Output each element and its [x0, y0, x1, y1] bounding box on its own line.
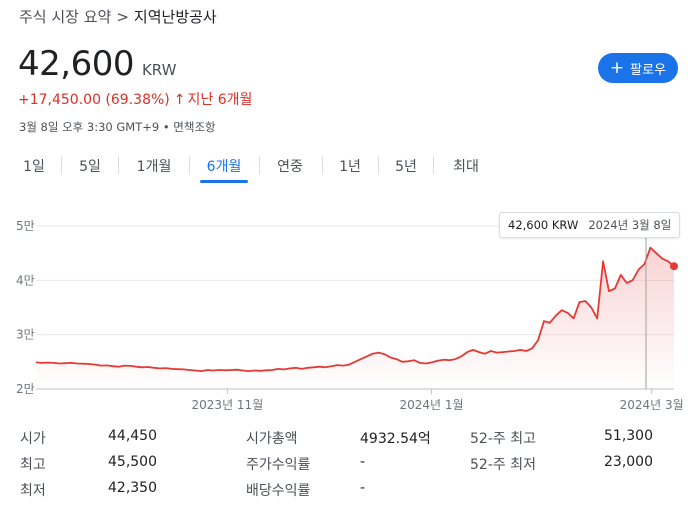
stat-label: 최저 — [20, 483, 46, 499]
currency-label: KRW — [141, 61, 177, 79]
tab-separator — [61, 156, 62, 174]
x-tick-label: 2024년 1월 — [400, 398, 464, 412]
chart-tooltip: 42,600 KRW 2024년 3월 8일 — [499, 212, 681, 238]
quote-timestamp: 3월 8일 오후 3:30 GMT+9 • 면책조항 — [19, 120, 216, 134]
stat-value: 4932.54억 — [360, 431, 431, 447]
stat-label: 시가 — [20, 431, 46, 447]
tab-2[interactable]: 1개월 — [136, 159, 172, 175]
tab-separator — [378, 156, 379, 174]
change-value: +17,450.00 (69.38%) — [18, 92, 170, 108]
stat-label: 주가수익률 — [246, 457, 311, 473]
x-tick-label: 2024년 3월 — [620, 398, 684, 412]
price-chart: 5만 4만 3만 2만 2023년 11월 2024년 1월 2024년 3월 — [16, 218, 684, 412]
change-period: 지난 6개월 — [187, 92, 253, 108]
follow-button-label: 팔로우 — [630, 62, 667, 78]
price-line — [35, 246, 675, 372]
tab-7[interactable]: 최대 — [453, 159, 479, 175]
tab-1[interactable]: 5일 — [79, 159, 101, 175]
stat-value: 42,350 — [108, 480, 157, 496]
last-point — [670, 262, 678, 271]
breadcrumb-current: 지역난방공사 — [133, 8, 217, 26]
tab-4[interactable]: 연중 — [277, 159, 303, 175]
tooltip-price: 42,600 KRW — [508, 218, 579, 232]
plus-icon: + — [609, 57, 625, 78]
price-area — [36, 247, 674, 389]
stat-value: - — [360, 454, 366, 470]
tab-separator — [322, 156, 323, 174]
tab-separator — [118, 156, 119, 174]
price-row: 42,600 KRW — [18, 44, 176, 84]
y-tick-label: 4만 — [16, 273, 35, 287]
stat-value: 51,300 — [604, 428, 653, 444]
follow-button[interactable]: + 팔로우 — [598, 53, 678, 83]
current-price: 42,600 — [18, 44, 134, 84]
tab-0[interactable]: 1일 — [23, 159, 45, 175]
arrow-up-icon: ↑ — [173, 92, 186, 108]
y-tick-label: 2만 — [16, 382, 35, 396]
breadcrumb: 주식 시장 요약 > 지역난방공사 — [19, 6, 217, 27]
x-tick-label: 2023년 11월 — [192, 398, 264, 412]
y-tick-label: 3만 — [16, 328, 35, 342]
stat-label: 최고 — [20, 457, 46, 473]
stat-label: 시가총액 — [246, 431, 298, 447]
tab-separator — [189, 156, 190, 174]
stat-label: 배당수익률 — [246, 483, 311, 499]
tab-5[interactable]: 1년 — [339, 159, 361, 175]
stat-value: - — [360, 480, 366, 496]
stat-value: 45,500 — [108, 454, 157, 470]
breadcrumb-root-link[interactable]: 주식 시장 요약 — [19, 8, 112, 26]
tab-separator — [259, 156, 260, 174]
stat-value: 23,000 — [604, 454, 653, 470]
y-tick-label: 5만 — [16, 219, 35, 233]
active-tab-indicator — [200, 180, 248, 183]
price-change: +17,450.00 (69.38%) ↑ 지난 6개월 — [18, 89, 252, 109]
stat-value: 44,450 — [108, 428, 157, 444]
tab-3[interactable]: 6개월 — [206, 159, 242, 175]
tab-6[interactable]: 5년 — [395, 159, 417, 175]
stat-label: 52-주 최고 — [470, 431, 536, 447]
range-tabs: 1일 5일 1개월 6개월 연중 1년 5년 최대 — [0, 150, 700, 186]
breadcrumb-separator: > — [116, 8, 129, 26]
tab-separator — [433, 156, 434, 174]
tooltip-date: 2024년 3월 8일 — [588, 218, 672, 232]
stat-label: 52-주 최저 — [470, 457, 536, 473]
